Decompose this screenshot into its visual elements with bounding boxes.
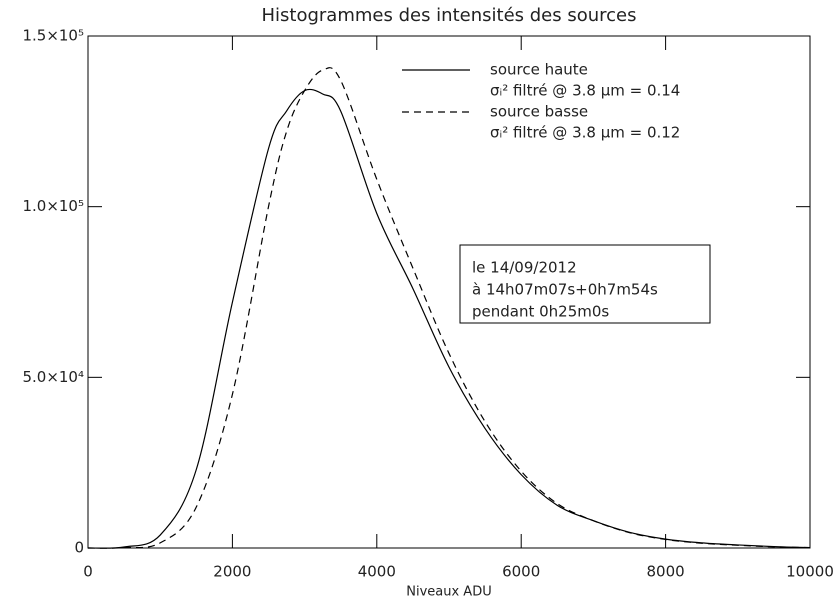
y-tick-label: 1.0×10⁵ [22,197,84,215]
annotation-line: le 14/09/2012 [472,259,577,277]
x-tick-label: 2000 [213,563,251,581]
annotation-line: à 14h07m07s+0h7m54s [472,281,658,299]
annotation-line: pendant 0h25m0s [472,303,609,321]
series-line [87,67,811,549]
series-line [87,88,811,549]
y-tick-label: 0 [74,539,84,557]
plot-frame [87,35,811,549]
x-tick-label: 0 [83,563,93,581]
x-tick-label: 6000 [502,563,540,581]
x-tick-label: 8000 [647,563,685,581]
y-tick-label: 5.0×10⁴ [22,368,84,386]
legend-label: source haute [490,61,588,79]
x-axis-label: Niveaux ADU [406,585,491,600]
chart-title: Histogrammes des intensités des sources [262,5,637,26]
legend-note: σᵢ² filtré @ 3.8 μm = 0.12 [490,124,680,142]
legend-label: source basse [490,103,588,121]
annotation-box [459,244,711,324]
x-tick-label: 10000 [786,563,834,581]
y-tick-label: 1.5×10⁵ [22,27,84,45]
x-tick-label: 4000 [358,563,396,581]
legend-note: σᵢ² filtré @ 3.8 μm = 0.14 [490,82,680,100]
